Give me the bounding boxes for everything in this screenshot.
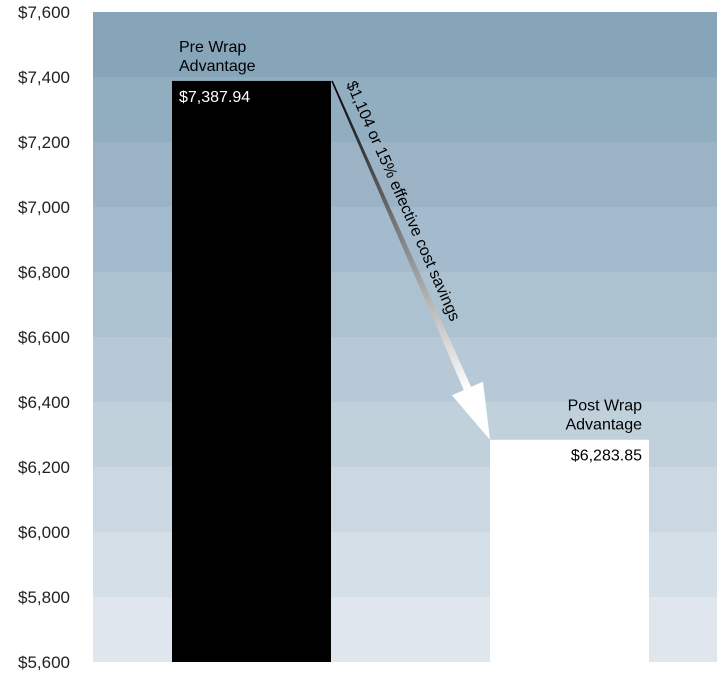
category-label: Post Wrap Advantage: [565, 398, 642, 434]
value-label: $7,387.94: [179, 89, 250, 106]
bar-post-wrap: [490, 439, 649, 662]
y-tick-label: $5,600: [18, 653, 70, 672]
y-tick-label: $6,200: [18, 458, 70, 477]
y-tick-label: $6,400: [18, 393, 70, 412]
y-tick-label: $7,200: [18, 133, 70, 152]
bars: [172, 80, 649, 663]
category-label: Pre Wrap Advantage: [179, 39, 256, 75]
y-tick-label: $7,400: [18, 68, 70, 87]
value-label: $6,283.85: [571, 448, 642, 465]
y-tick-label: $7,600: [18, 3, 70, 22]
y-tick-label: $7,000: [18, 198, 70, 217]
savings-arrow-shape: [331, 80, 490, 440]
y-tick-label: $6,000: [18, 523, 70, 542]
bar-labels: Pre Wrap Advantage $7,387.94 Post Wrap Advan…: [179, 39, 642, 465]
y-tick-label: $6,800: [18, 263, 70, 282]
y-tick-label: $6,600: [18, 328, 70, 347]
background-band: [93, 12, 717, 77]
y-axis: $5,600 $5,800 $6,000 $6,200 $6,400 $6,600 $6,8…: [18, 3, 70, 672]
y-tick-label: $5,800: [18, 588, 70, 607]
bar-pre-wrap: [172, 80, 331, 663]
